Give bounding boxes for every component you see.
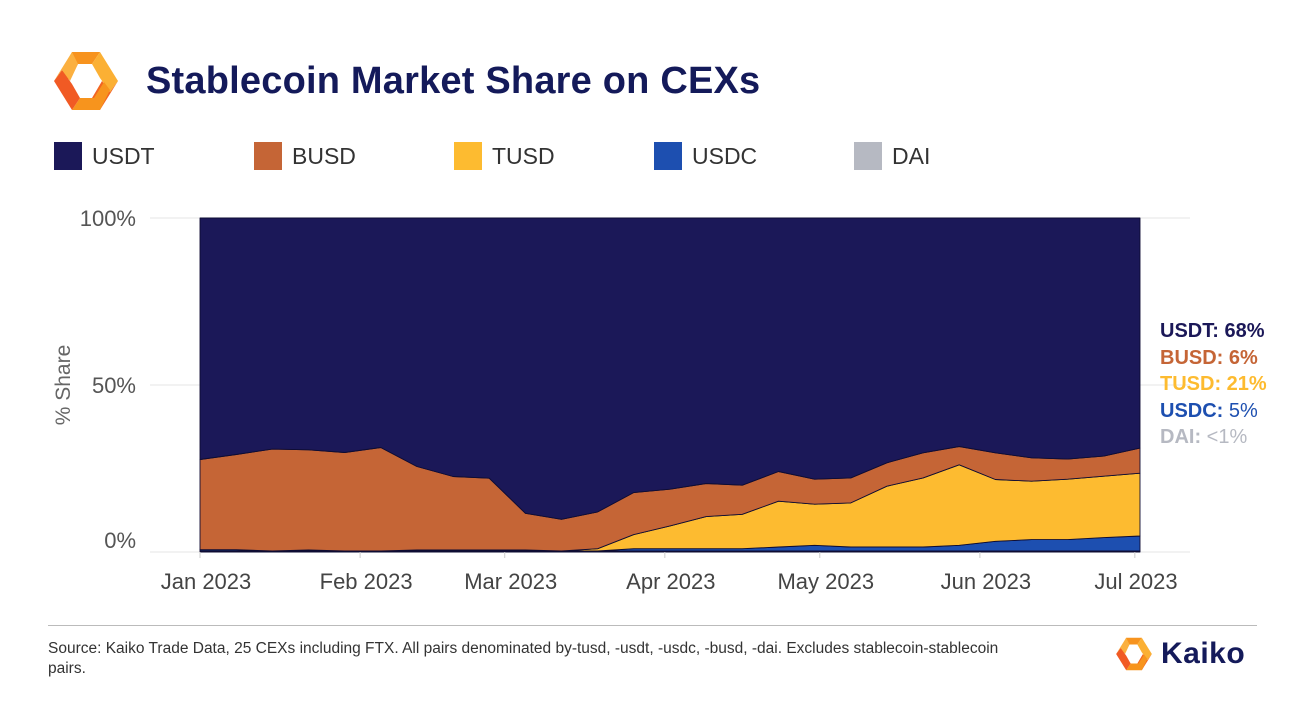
legend-swatch (654, 142, 682, 170)
x-tick-label: May 2023 (777, 569, 874, 594)
chart-legend: USDT BUSD TUSD USDC DAI (54, 142, 1054, 170)
x-tick-label: Jul 2023 (1094, 569, 1177, 594)
legend-item-busd: BUSD (254, 142, 454, 170)
side-label-value: 21% (1226, 373, 1267, 395)
side-label-usdt: USDT: 68% (1160, 320, 1265, 342)
side-label-value: 68% (1224, 320, 1265, 342)
y-tick-label: 100% (80, 206, 136, 231)
legend-swatch (254, 142, 282, 170)
legend-label: TUSD (492, 142, 555, 169)
legend-item-usdc: USDC (654, 142, 854, 170)
x-tick-label: Jan 2023 (161, 569, 252, 594)
legend-swatch (54, 142, 82, 170)
x-tick-label: Jun 2023 (941, 569, 1032, 594)
side-label-value: 5% (1228, 399, 1258, 422)
y-tick-label: 50% (92, 373, 136, 398)
legend-item-usdt: USDT (54, 142, 254, 170)
footer-divider (48, 625, 1257, 626)
x-tick-label: Feb 2023 (320, 569, 413, 594)
y-tick-label: 0% (104, 528, 136, 553)
side-label-name: TUSD (1160, 373, 1215, 395)
legend-label: DAI (892, 142, 931, 169)
brand-logo: Kaiko (1115, 636, 1245, 672)
chart-header: Stablecoin Market Share on CEXs (52, 50, 760, 112)
side-label-value: <1% (1206, 426, 1248, 448)
side-label-value: 6% (1228, 346, 1258, 369)
legend-label: USDC (692, 142, 758, 169)
chart-title: Stablecoin Market Share on CEXs (146, 59, 761, 102)
y-axis-label: % Share (52, 345, 75, 426)
side-label-tusd: TUSD: 21% (1160, 373, 1267, 395)
kaiko-brand-icon (1116, 637, 1152, 671)
legend-swatch (854, 142, 882, 170)
side-label-usdc: USDC: 5% (1160, 399, 1258, 422)
brand-name: Kaiko (1161, 637, 1246, 670)
side-label-name: DAI (1160, 426, 1195, 448)
x-tick-label: Mar 2023 (464, 569, 557, 594)
legend-item-tusd: TUSD (454, 142, 654, 170)
kaiko-logo-icon (54, 52, 118, 110)
legend-label: BUSD (292, 142, 356, 169)
side-label-name: BUSD (1160, 346, 1217, 369)
x-tick-label: Apr 2023 (626, 569, 715, 594)
latest-share-labels: USDT: 68% BUSD: 6% TUSD: 21% USDC: 5% DA… (1160, 318, 1267, 451)
side-label-busd: BUSD: 6% (1160, 346, 1258, 369)
legend-item-dai: DAI (854, 142, 1054, 170)
legend-label: USDT (92, 142, 155, 169)
side-label-name: USDC (1160, 399, 1217, 422)
series-area-usdt (199, 217, 1141, 520)
source-note: Source: Kaiko Trade Data, 25 CEXs includ… (48, 640, 999, 677)
side-label-name: USDT (1160, 320, 1213, 342)
legend-swatch (454, 142, 482, 170)
side-label-dai: DAI: <1% (1160, 426, 1248, 448)
